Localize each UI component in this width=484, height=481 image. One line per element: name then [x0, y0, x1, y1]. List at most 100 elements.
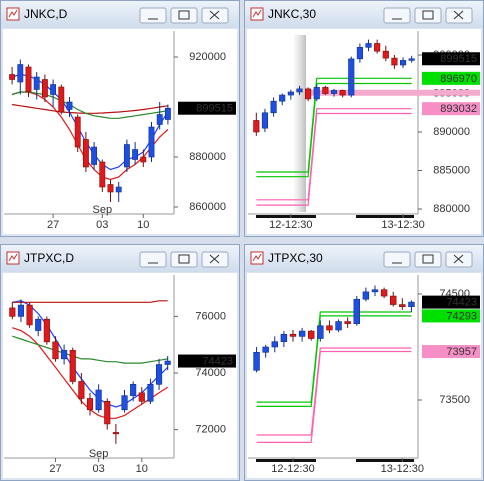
candle-body [33, 76, 40, 90]
y-tick-label: 72000 [195, 424, 226, 436]
window-title: JTPXC,30 [268, 251, 323, 265]
candle-body [326, 325, 333, 331]
candle-body [322, 87, 329, 94]
shift-shade [294, 35, 306, 212]
window-title: JNKC,D [24, 7, 68, 21]
month-label: Sep [93, 204, 113, 216]
candle-body [313, 87, 320, 100]
window-title: JTPXC,D [24, 251, 74, 265]
price-box [178, 354, 236, 368]
candle-body [52, 341, 59, 360]
candle-body [339, 90, 346, 96]
y-tick-label: 920000 [189, 51, 226, 63]
candle-body [17, 64, 24, 83]
close-glyph [453, 10, 464, 20]
maximize-button[interactable] [414, 251, 442, 268]
candle-body [82, 139, 89, 168]
month-label: Sep [89, 448, 109, 460]
moving-average [12, 335, 168, 364]
candle-body [121, 395, 128, 411]
y-tick-label: 860000 [189, 201, 226, 213]
y-tick-label: 74000 [195, 367, 226, 379]
x-tick-label: 13-12:30 [381, 219, 424, 231]
y-tick-label: 880000 [433, 203, 470, 215]
candle-body [35, 318, 42, 331]
chart-window: JTPXC,D 72000 74000 76000 27 03 10 Sep 74423 [0, 244, 240, 481]
title-bar [245, 1, 483, 28]
price-box-label: 74423 [446, 297, 477, 309]
minimize-button[interactable] [139, 7, 167, 24]
x-tick-label: 03 [93, 463, 105, 475]
close-glyph [209, 254, 220, 264]
candle-body [74, 116, 81, 148]
close-glyph [453, 254, 464, 264]
title-bar [1, 245, 239, 272]
candle-body [289, 333, 297, 337]
x-tick-label: 10 [136, 463, 148, 475]
x-tick-label: 12-12:30 [271, 463, 314, 475]
channel-line [256, 77, 412, 173]
candle-body [261, 112, 269, 129]
price-box [178, 101, 236, 115]
maximize-glyph [422, 10, 434, 20]
maximize-button[interactable] [414, 7, 442, 24]
minimize-button[interactable] [139, 251, 167, 268]
minimize-button[interactable] [383, 251, 411, 268]
candle-body [308, 330, 315, 339]
candle-body [61, 350, 68, 360]
x-tick-label: 03 [96, 219, 108, 231]
candle-body [147, 384, 154, 402]
candle-body [140, 156, 147, 163]
price-box-label: 899515 [440, 53, 477, 65]
candle-body [380, 289, 388, 297]
price-box-label: 74423 [202, 355, 233, 367]
candle-body [382, 50, 389, 59]
x-tick-label: 13-12:30 [381, 463, 424, 475]
candle-body [58, 86, 65, 113]
candle-body [107, 184, 114, 193]
maximize-glyph [422, 254, 434, 264]
channel-line [256, 82, 412, 178]
moving-average [11, 91, 168, 119]
candle-body [305, 88, 312, 100]
candle-body [335, 321, 342, 331]
price-box-label: 893032 [440, 103, 477, 115]
candle-body [43, 318, 50, 343]
candle-body [330, 90, 338, 94]
candle-body [253, 351, 260, 371]
candle-body [41, 79, 48, 98]
candle-body [296, 88, 303, 93]
window-icon-glyph [8, 9, 18, 18]
candle-body [362, 291, 370, 300]
x-tick-label: 10 [137, 219, 149, 231]
minimize-button[interactable] [383, 7, 411, 24]
price-box [422, 102, 480, 116]
candle-body [86, 398, 94, 411]
title-bar [1, 1, 239, 28]
candle-body [164, 107, 171, 120]
price-box [422, 345, 480, 359]
candle-body [9, 307, 16, 317]
candle-body [123, 144, 130, 168]
candle-body [279, 94, 286, 102]
maximize-button[interactable] [170, 251, 198, 268]
candle-body [399, 60, 407, 66]
candle-body [155, 364, 163, 385]
title-bar [245, 245, 483, 272]
candle-body [391, 57, 398, 66]
x-tick-label: 27 [47, 219, 59, 231]
candle-body [348, 58, 355, 96]
price-box [422, 71, 480, 85]
candle-body [374, 43, 381, 52]
candle-body [91, 146, 98, 165]
maximize-button[interactable] [170, 7, 198, 24]
channel-line [256, 315, 412, 407]
y-tick-label: 885000 [433, 164, 470, 176]
candle-body [115, 186, 122, 193]
candle-body [365, 43, 372, 48]
candle-body [353, 298, 360, 324]
y-tick-label: 73500 [439, 394, 470, 406]
candle-body [66, 101, 73, 110]
